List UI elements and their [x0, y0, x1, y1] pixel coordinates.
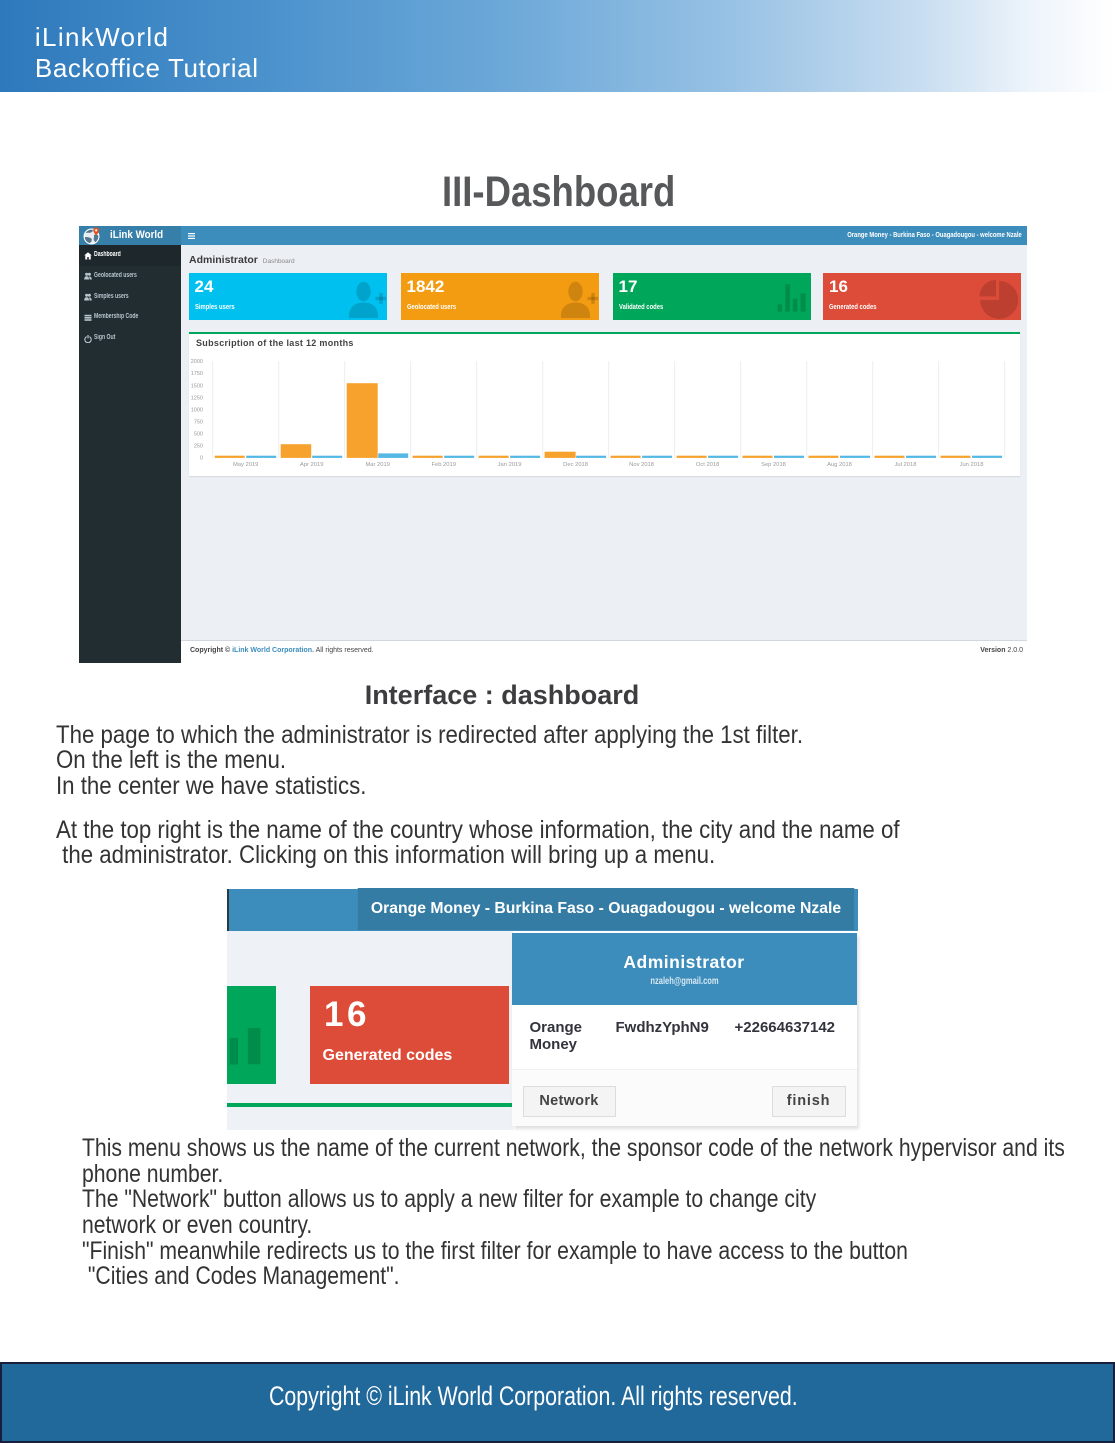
svg-text:Jan 2019: Jan 2019 [498, 462, 522, 468]
svg-text:May 2019: May 2019 [233, 462, 258, 468]
svg-text:2000: 2000 [191, 359, 203, 365]
svg-text:1250: 1250 [191, 395, 203, 401]
svg-text:1000: 1000 [191, 407, 203, 413]
svg-text:Sep 2018: Sep 2018 [761, 462, 786, 468]
svg-text:Nov 2018: Nov 2018 [629, 462, 654, 468]
svg-text:250: 250 [194, 443, 203, 449]
svg-text:Aug 2018: Aug 2018 [827, 462, 852, 468]
svg-text:Jun 2018: Jun 2018 [960, 462, 984, 468]
svg-text:1750: 1750 [191, 371, 203, 377]
svg-text:Oct 2018: Oct 2018 [696, 462, 720, 468]
svg-text:Apr 2019: Apr 2019 [300, 462, 324, 468]
svg-text:Dec 2018: Dec 2018 [563, 462, 588, 468]
svg-text:750: 750 [194, 419, 203, 425]
svg-text:Mar 2019: Mar 2019 [365, 462, 390, 468]
svg-text:500: 500 [194, 431, 203, 437]
svg-text:0: 0 [200, 456, 203, 462]
svg-text:1500: 1500 [191, 383, 203, 389]
svg-text:Feb 2019: Feb 2019 [431, 462, 456, 468]
svg-text:Jul 2018: Jul 2018 [895, 462, 917, 468]
